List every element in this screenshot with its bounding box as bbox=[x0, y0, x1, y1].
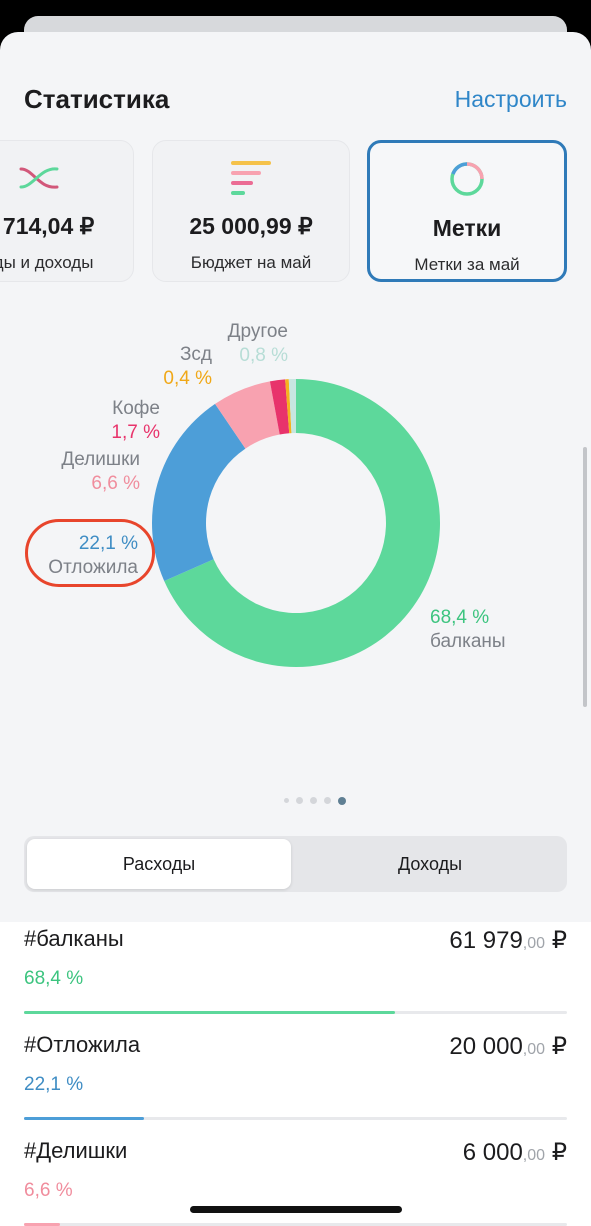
page-dot[interactable] bbox=[295, 797, 303, 804]
segment-income[interactable]: Доходы bbox=[397, 854, 463, 874]
page-dot[interactable] bbox=[323, 797, 331, 804]
label-name: Другое bbox=[227, 321, 288, 342]
label-pct: 1,7 % bbox=[111, 422, 160, 443]
tag-name: #балканы bbox=[24, 926, 124, 951]
tag-amount: 61 979,00 ₽ bbox=[449, 926, 567, 955]
progress-fill bbox=[24, 1117, 144, 1120]
label-pct: 68,4 % bbox=[430, 607, 490, 628]
page-dot[interactable] bbox=[283, 798, 289, 803]
list-item[interactable]: #балканы 61 979,00 ₽ 68,4 % bbox=[24, 922, 567, 1028]
page-dot-active[interactable] bbox=[337, 797, 346, 805]
page-dot[interactable] bbox=[309, 797, 317, 804]
currency-symbol: ₽ bbox=[551, 1033, 567, 1060]
segment-expenses[interactable]: Расходы bbox=[27, 839, 291, 889]
type-segmented-control: Расходы Доходы bbox=[24, 836, 567, 892]
configure-button[interactable]: Настроить bbox=[454, 86, 567, 112]
budget-bars-icon bbox=[231, 161, 271, 195]
highlight-annotation bbox=[25, 519, 155, 587]
amount-fraction: ,00 bbox=[522, 935, 546, 952]
card-subtitle: оды и доходы bbox=[0, 253, 94, 272]
list-item[interactable]: #Отложила 20 000,00 ₽ 22,1 % bbox=[24, 1028, 567, 1134]
progress-fill bbox=[24, 1223, 60, 1226]
label-kofe: Кофе 1,7 % bbox=[100, 397, 160, 445]
page-title: Статистика bbox=[24, 84, 170, 114]
donut-slice-5[interactable] bbox=[288, 379, 296, 434]
tag-percent: 68,4 % bbox=[24, 968, 84, 989]
tags-list: #балканы 61 979,00 ₽ 68,4 % #Отложила 20… bbox=[0, 922, 591, 1226]
scrollbar[interactable] bbox=[583, 447, 587, 707]
amount-integer: 6 000 bbox=[462, 1139, 523, 1166]
donut-ring-icon bbox=[450, 162, 484, 196]
progress-track bbox=[24, 1223, 567, 1226]
card-subtitle: Бюджет на май bbox=[190, 253, 312, 272]
label-name: Кофе bbox=[112, 398, 160, 419]
card-expenses-income[interactable]: 3 714,04 ₽ оды и доходы bbox=[0, 140, 134, 282]
label-delishki: Делишки 6,6 % bbox=[40, 448, 140, 496]
card-value: 25 000,99 ₽ bbox=[189, 213, 313, 239]
amount-fraction: ,00 bbox=[522, 1041, 546, 1058]
tag-percent: 22,1 % bbox=[24, 1074, 84, 1095]
donut-slice-0[interactable] bbox=[164, 379, 441, 667]
progress-fill bbox=[24, 1011, 396, 1014]
tag-percent: 6,6 % bbox=[24, 1180, 73, 1201]
card-value: 3 714,04 ₽ bbox=[0, 213, 95, 239]
progress-track bbox=[24, 1117, 567, 1120]
label-name: балканы bbox=[430, 631, 506, 652]
trend-lines-icon bbox=[19, 167, 59, 189]
donut-slice-4[interactable] bbox=[285, 379, 292, 434]
label-balkany: 68,4 % балканы bbox=[430, 606, 506, 654]
card-budget[interactable]: 25 000,99 ₽ Бюджет на май bbox=[152, 140, 350, 282]
label-drugoe: Другое 0,8 % bbox=[212, 320, 288, 368]
page-indicator[interactable] bbox=[0, 797, 591, 805]
tag-amount: 20 000,00 ₽ bbox=[449, 1032, 567, 1061]
currency-symbol: ₽ bbox=[551, 1139, 567, 1166]
list-item[interactable]: #Делишки 6 000,00 ₽ 6,6 % bbox=[24, 1134, 567, 1226]
amount-fraction: ,00 bbox=[522, 1147, 546, 1164]
donut-slice-2[interactable] bbox=[215, 381, 280, 449]
label-pct: 6,6 % bbox=[91, 473, 140, 494]
amount-integer: 61 979 bbox=[449, 927, 523, 954]
label-pct: 0,4 % bbox=[163, 368, 212, 389]
tag-name: #Делишки bbox=[24, 1138, 128, 1163]
label-pct: 0,8 % bbox=[239, 345, 288, 366]
label-name: Отложила bbox=[48, 557, 138, 578]
label-name: Зсд bbox=[179, 344, 212, 365]
currency-symbol: ₽ bbox=[551, 927, 567, 954]
card-value: Метки bbox=[432, 215, 502, 241]
donut-slice-3[interactable] bbox=[269, 379, 290, 435]
progress-track bbox=[24, 1011, 567, 1014]
statistics-sheet: Статистика Настроить 3 714,04 ₽ оды и до… bbox=[0, 32, 591, 1226]
label-zsd: Зсд 0,4 % bbox=[152, 343, 212, 391]
donut-slice-1[interactable] bbox=[151, 403, 246, 582]
tag-amount: 6 000,00 ₽ bbox=[463, 1138, 567, 1167]
tag-name: #Отложила bbox=[24, 1032, 141, 1057]
label-name: Делишки bbox=[61, 449, 140, 470]
home-indicator[interactable] bbox=[190, 1206, 402, 1213]
card-tags[interactable]: Метки Метки за май bbox=[367, 140, 567, 282]
tags-donut-chart bbox=[151, 379, 441, 667]
card-subtitle: Метки за май bbox=[414, 255, 520, 274]
amount-integer: 20 000 bbox=[449, 1033, 523, 1060]
